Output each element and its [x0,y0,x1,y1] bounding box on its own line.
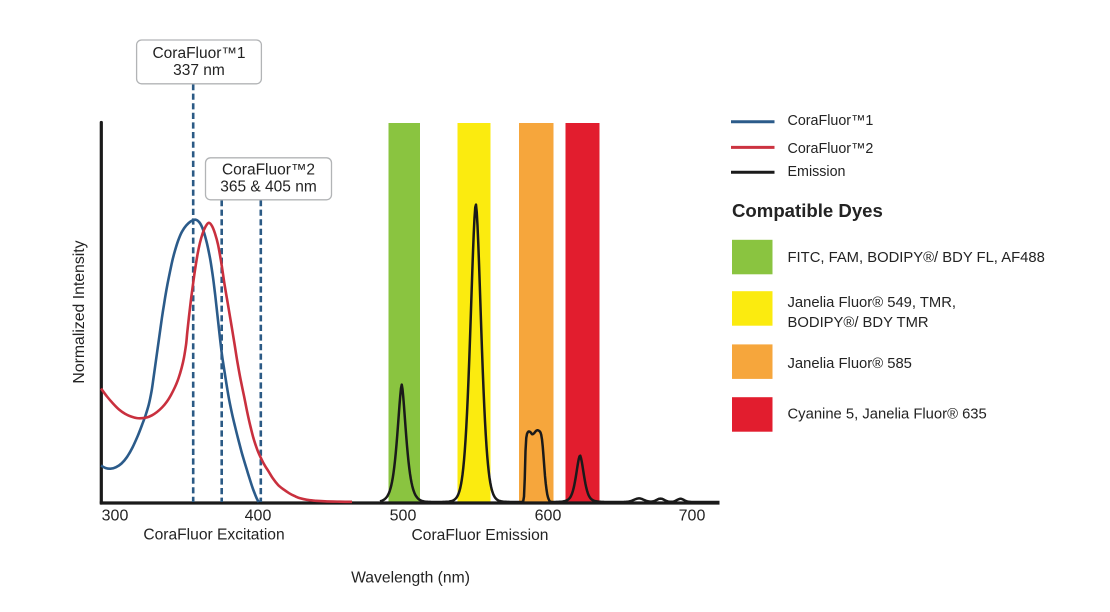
svg-text:BODIPY®/ BDY TMR: BODIPY®/ BDY TMR [788,315,929,331]
svg-text:CoraFluor™1: CoraFluor™1 [152,45,245,62]
svg-text:337 nm: 337 nm [173,62,225,79]
svg-text:CoraFluor Emission: CoraFluor Emission [412,527,549,544]
svg-text:CoraFluor Excitation: CoraFluor Excitation [143,527,284,544]
svg-text:Compatible Dyes: Compatible Dyes [732,200,883,221]
svg-text:700: 700 [679,508,706,525]
svg-text:Cyanine 5, Janelia Fluor® 635: Cyanine 5, Janelia Fluor® 635 [788,407,987,423]
svg-text:FITC, FAM, BODIPY®/ BDY FL, AF: FITC, FAM, BODIPY®/ BDY FL, AF488 [788,250,1045,266]
svg-text:400: 400 [245,508,272,525]
svg-text:CoraFluor™2: CoraFluor™2 [788,141,874,157]
svg-text:Normalized Intensity: Normalized Intensity [71,240,88,383]
svg-text:365 & 405 nm: 365 & 405 nm [220,179,317,196]
svg-text:500: 500 [390,508,417,525]
svg-text:CoraFluor™2: CoraFluor™2 [222,162,315,179]
svg-text:600: 600 [535,508,562,525]
svg-text:CoraFluor™1: CoraFluor™1 [788,113,874,129]
svg-text:Emission: Emission [788,164,846,180]
svg-text:Janelia Fluor® 549, TMR,: Janelia Fluor® 549, TMR, [788,295,957,311]
svg-text:Wavelength (nm): Wavelength (nm) [351,570,470,587]
svg-text:Janelia Fluor® 585: Janelia Fluor® 585 [788,356,912,372]
svg-text:300: 300 [102,508,129,525]
